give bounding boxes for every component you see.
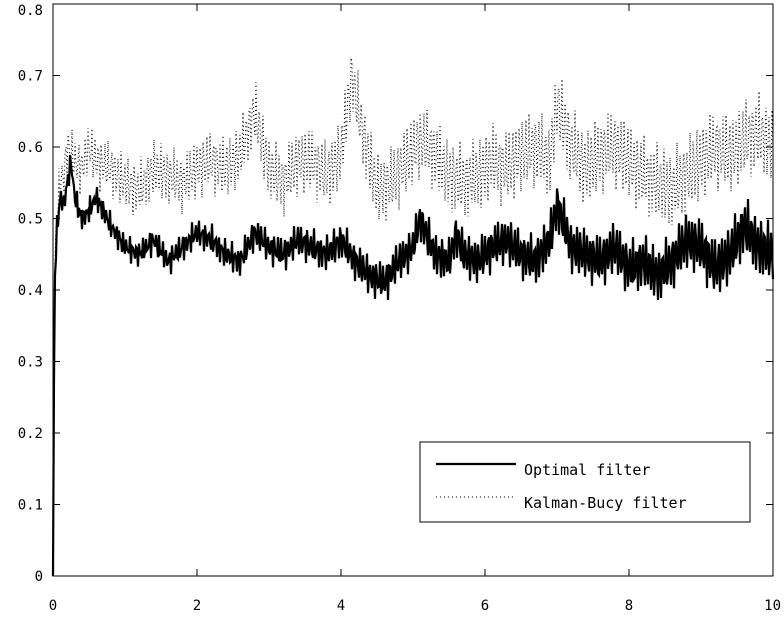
x-tick-label-1: 2 (193, 598, 201, 614)
series-line-kalman-bucy-filter (52, 57, 774, 577)
legend-label-optimal-filter: Optimal filter (524, 461, 650, 479)
legend-label-kalman-bucy-filter: Kalman-Bucy filter (524, 494, 687, 512)
x-tick-label-4: 8 (625, 598, 633, 614)
y-tick-label-2: 0.2 (18, 426, 43, 442)
y-tick-label-6: 0.6 (18, 140, 43, 156)
y-tick-label-1: 0.1 (18, 498, 43, 514)
y-tick-label-0: 0 (35, 569, 43, 585)
axis-ticks: 0 2 4 6 8 10 0 0.1 0.2 0.3 0.4 0.5 0.6 0.7 0.8 (18, 3, 781, 614)
y-tick-label-4: 0.4 (18, 283, 43, 299)
y-tick-label-5: 0.5 (18, 212, 43, 228)
legend-box (419, 441, 751, 523)
y-tick-label-3: 0.3 (18, 355, 43, 371)
x-tick-label-5: 10 (764, 598, 781, 614)
y-tick-label-8: 0.8 (18, 3, 43, 19)
y-tick-label-7: 0.7 (18, 69, 43, 85)
series-line-optimal-filter (51, 154, 775, 577)
x-tick-label-0: 0 (49, 598, 57, 614)
x-tick-label-2: 4 (337, 598, 345, 614)
x-tick-label-3: 6 (481, 598, 489, 614)
series-layer (51, 57, 775, 577)
legend: Optimal filter Kalman-Bucy filter (419, 441, 751, 523)
